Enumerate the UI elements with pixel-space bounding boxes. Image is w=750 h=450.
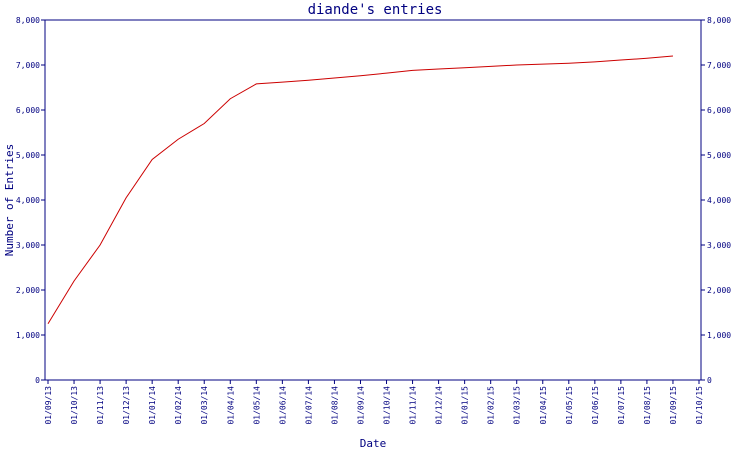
chart-title: diande's entries — [308, 2, 443, 18]
left-y-tick-label: 5,000 — [16, 151, 40, 160]
x-tick-label: 01/12/13 — [122, 386, 131, 425]
x-tick-label: 01/09/14 — [356, 386, 365, 425]
x-tick-label: 01/04/14 — [226, 386, 235, 425]
x-tick-label: 01/10/14 — [383, 386, 392, 425]
left-y-tick-label: 0 — [35, 376, 40, 385]
right-y-tick-label: 8,000 — [707, 16, 731, 25]
x-tick-label: 01/05/15 — [565, 386, 574, 425]
left-y-tick-label: 8,000 — [16, 16, 40, 25]
series-layer — [47, 55, 674, 325]
x-tick-label: 01/06/14 — [278, 386, 287, 425]
x-axis-label: Date — [360, 437, 387, 450]
x-tick-label: 01/12/14 — [435, 386, 444, 425]
right-y-tick-label: 7,000 — [707, 61, 731, 70]
x-tick-label: 01/08/15 — [643, 386, 652, 425]
right-y-tick-label: 6,000 — [707, 106, 731, 115]
x-axis: 01/09/13 01/10/13 01/11/13 01/12/13 01/01/14… — [44, 380, 704, 425]
x-tick-label: 01/08/14 — [330, 386, 339, 425]
x-tick-label: 01/07/14 — [304, 386, 313, 425]
right-y-tick-label: 1,000 — [707, 331, 731, 340]
x-tick-label: 01/02/15 — [487, 386, 496, 425]
left-y-tick-label: 6,000 — [16, 106, 40, 115]
x-tick-label: 01/05/14 — [252, 386, 261, 425]
left-y-tick-label: 4,000 — [16, 196, 40, 205]
x-tick-label: 01/09/15 — [669, 386, 678, 425]
x-tick-label: 01/07/15 — [617, 386, 626, 425]
left-y-tick-label: 3,000 — [16, 241, 40, 250]
right-y-tick-label: 0 — [707, 376, 712, 385]
y-axis-label: Number of Entries — [3, 144, 16, 257]
right-y-tick-label: 2,000 — [707, 286, 731, 295]
left-y-tick-label: 7,000 — [16, 61, 40, 70]
right-y-tick-label: 4,000 — [707, 196, 731, 205]
left-y-tick-label: 2,000 — [16, 286, 40, 295]
x-tick-label: 01/11/13 — [96, 386, 105, 425]
entries-series-line — [47, 55, 674, 325]
x-tick-label: 01/04/15 — [539, 386, 548, 425]
x-tick-label: 01/06/15 — [591, 386, 600, 425]
x-tick-label: 01/03/14 — [200, 386, 209, 425]
x-tick-label: 01/09/13 — [44, 386, 53, 425]
x-tick-label: 01/10/15 — [695, 386, 704, 425]
x-tick-label: 01/11/14 — [409, 386, 418, 425]
x-tick-label: 01/02/14 — [174, 386, 183, 425]
left-y-tick-label: 1,000 — [16, 331, 40, 340]
right-y-tick-label: 3,000 — [707, 241, 731, 250]
right-y-axis: 0 1,000 2,000 3,000 4,000 5,000 6,000 7,000 8,00… — [701, 16, 731, 385]
right-y-tick-label: 5,000 — [707, 151, 731, 160]
x-tick-label: 01/03/15 — [513, 386, 522, 425]
left-y-axis: 0 1,000 2,000 3,000 4,000 5,000 6,000 7,000 8,00… — [16, 16, 45, 385]
x-tick-label: 01/10/13 — [70, 386, 79, 425]
x-tick-label: 01/01/15 — [461, 386, 470, 425]
x-tick-label: 01/01/14 — [148, 386, 157, 425]
